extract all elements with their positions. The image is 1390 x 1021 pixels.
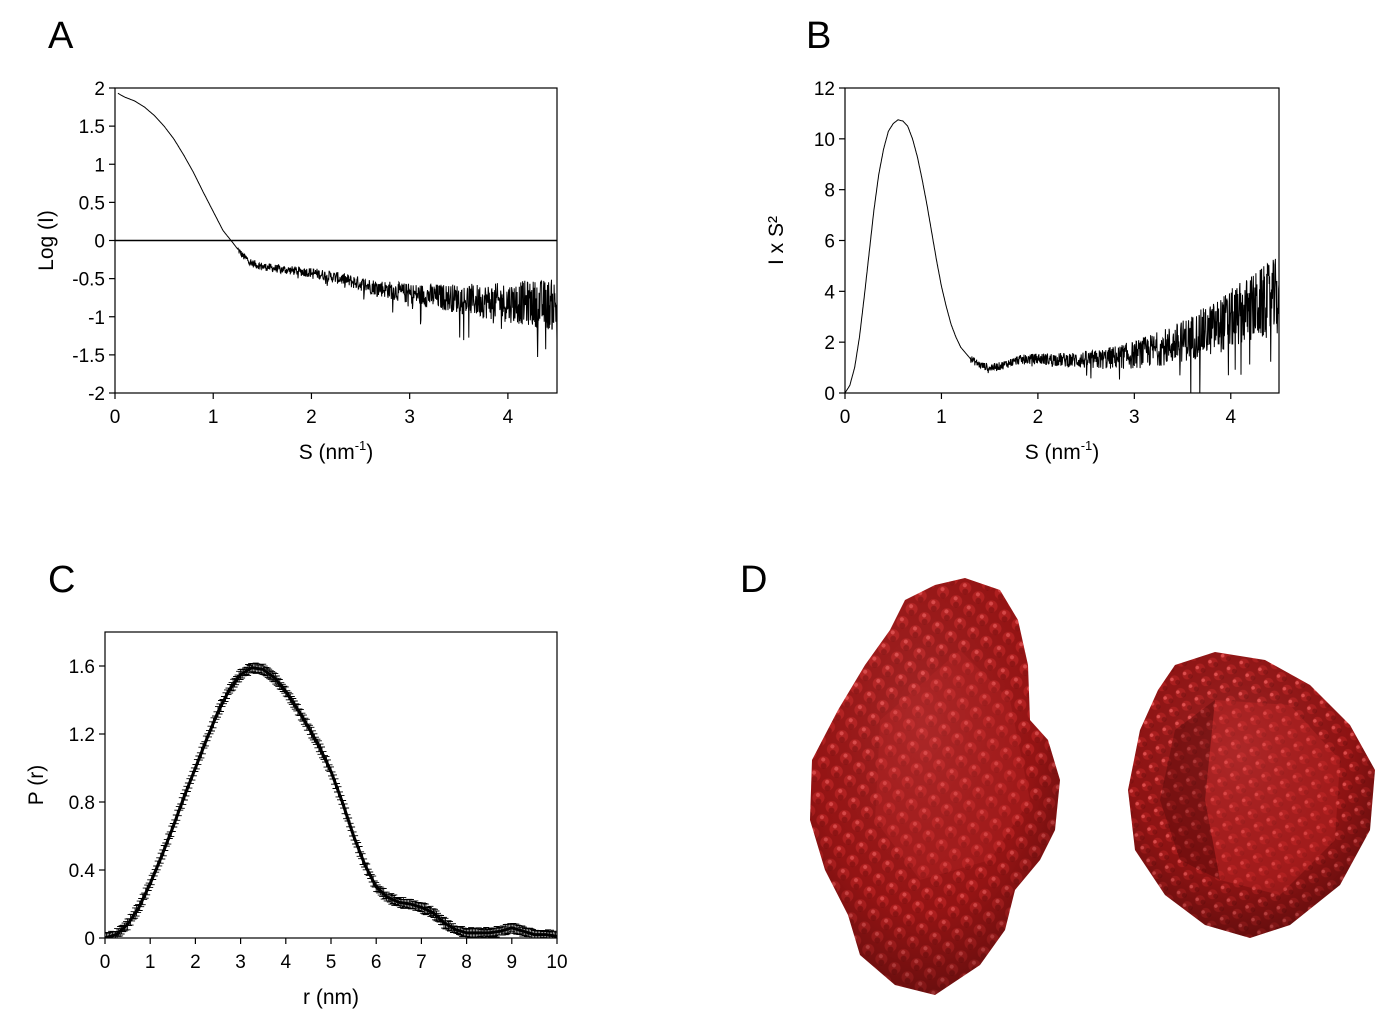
x-tick-label: 9 [507, 952, 518, 973]
x-tick-label: 0 [100, 952, 111, 973]
y-tick-label: -2 [88, 384, 105, 405]
chart-c-distance-distribution: 0 0.4 0.8 1.2 1.6 0 1 2 3 4 5 6 7 8 9 10 r (nm) P (r) [25, 631, 568, 1009]
x-tick-label: 5 [326, 952, 337, 973]
y-tick-label: 8 [824, 181, 835, 202]
x-tick-label: 7 [416, 952, 427, 973]
y-tick-label: -1 [88, 308, 105, 329]
chart-a-log-intensity: -2 -1.5 -1 -0.5 0 0.5 1 1.5 2 0 1 2 3 4 S (nm-1) Log (I… [35, 79, 558, 464]
y-tick-label: 0.4 [69, 861, 96, 882]
x-tick-label: 4 [1225, 407, 1236, 428]
x-tick-label: 3 [404, 407, 415, 428]
x-tick-label: 10 [546, 952, 567, 973]
x-tick-label: 6 [371, 952, 382, 973]
x-tick-label: 1 [936, 407, 947, 428]
y-tick-label: 0 [84, 929, 95, 950]
y-tick-label: 4 [824, 282, 835, 303]
x-tick-label: 2 [1033, 407, 1044, 428]
x-axis-title: r (nm) [303, 986, 359, 1009]
y-tick-label: 1.5 [79, 117, 105, 138]
y-tick-label: 1 [94, 155, 105, 176]
y-tick-label: 0 [824, 384, 835, 405]
x-axis-title: S (nm-1) [299, 438, 374, 464]
y-axis-title: P (r) [25, 765, 48, 805]
error-bars [105, 662, 557, 938]
x-tick-label: 0 [840, 407, 851, 428]
bead-model-left [810, 578, 1060, 995]
x-tick-label: 3 [1129, 407, 1140, 428]
x-tick-label: 4 [281, 952, 292, 973]
y-tick-label: 1.6 [69, 657, 95, 678]
plot-frame [104, 631, 558, 939]
y-tick-label: 0.5 [79, 193, 105, 214]
panel-d-models [810, 578, 1375, 995]
y-axis-title: Log (I) [35, 210, 58, 271]
x-tick-label: 2 [190, 952, 201, 973]
x-tick-label: 2 [306, 407, 317, 428]
panel-letter-c: C [48, 559, 75, 601]
x-tick-label: 8 [461, 952, 472, 973]
x-tick-label: 3 [235, 952, 246, 973]
y-tick-label: 2 [824, 333, 835, 354]
panel-letter-b: B [806, 15, 831, 57]
y-tick-label: 1.2 [69, 725, 95, 746]
y-tick-label: 0 [94, 232, 105, 253]
x-axis-title: S (nm-1) [1025, 438, 1100, 464]
x-tick-label: 1 [208, 407, 219, 428]
y-tick-label: 12 [814, 79, 835, 100]
y-tick-label: 0.8 [69, 793, 95, 814]
y-tick-label: 2 [94, 79, 105, 100]
y-axis-title: I x S² [765, 216, 788, 265]
bead-model-right [1128, 652, 1375, 938]
y-tick-label: -1.5 [72, 346, 105, 367]
y-tick-label: 10 [814, 130, 835, 151]
panel-letter-d: D [740, 559, 767, 601]
x-tick-label: 1 [145, 952, 156, 973]
x-tick-label: 4 [503, 407, 514, 428]
data-series-line [845, 119, 1279, 393]
data-series-line [117, 92, 557, 358]
x-tick-label: 0 [110, 407, 121, 428]
y-tick-label: 6 [824, 232, 835, 253]
panel-letter-a: A [48, 15, 74, 57]
y-tick-label: -0.5 [72, 270, 105, 291]
data-series-line [105, 666, 557, 938]
